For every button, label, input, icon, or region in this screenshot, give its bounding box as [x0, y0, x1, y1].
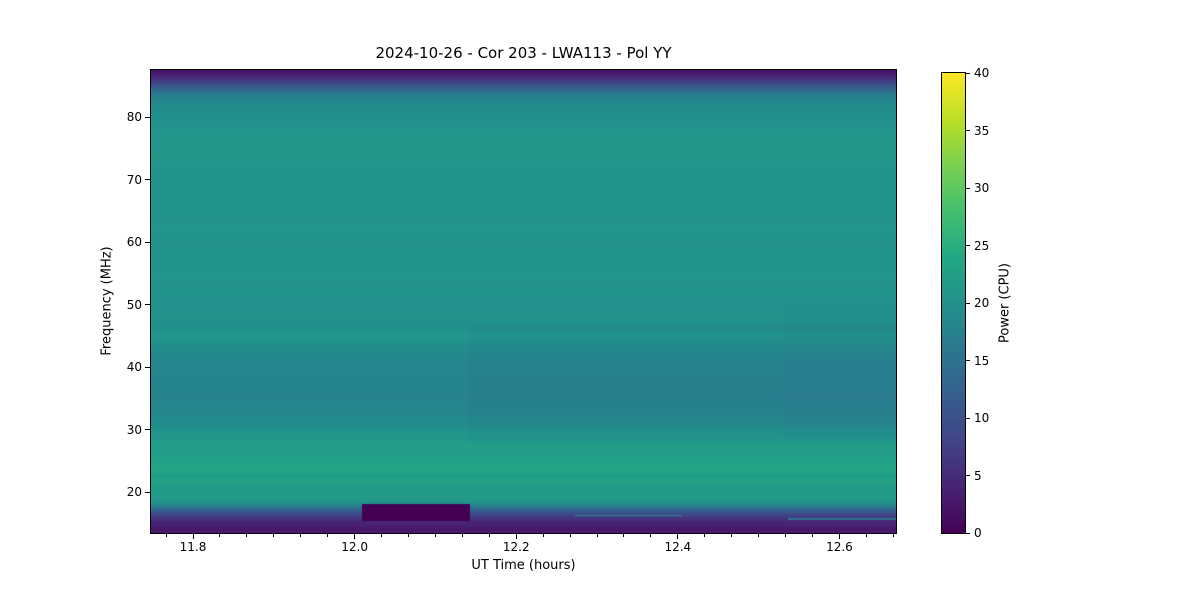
colorbar-tick [966, 417, 970, 419]
x-minor-tick [461, 534, 463, 537]
colorbar [941, 72, 966, 534]
x-minor-tick [892, 534, 894, 537]
colorbar-label: Power (CPU) [997, 262, 1013, 344]
x-minor-tick [219, 534, 221, 537]
x-minor-tick [407, 534, 409, 537]
x-minor-tick [758, 534, 760, 537]
colorbar-tick [966, 360, 970, 361]
colorbar-tick-label: 15 [974, 353, 990, 368]
y-tick-label: 20 [126, 485, 142, 499]
x-tick-label: 12.0 [341, 540, 368, 554]
colorbar-tick-label: 0 [974, 526, 982, 540]
y-tick-label: 70 [126, 172, 142, 187]
y-tick-label: 80 [126, 110, 142, 124]
x-tick-label: 12.4 [664, 540, 692, 554]
x-minor-tick [785, 534, 787, 537]
colorbar-tick-label: 40 [974, 66, 990, 80]
x-minor-tick [300, 534, 302, 537]
x-axis-label: UT Time (hours) [471, 558, 576, 573]
colorbar-tick-label: 30 [974, 181, 990, 195]
x-minor-tick [434, 534, 436, 537]
x-minor-tick [327, 534, 329, 537]
x-minor-tick [596, 534, 598, 537]
x-major-tick [838, 534, 840, 539]
x-minor-tick [165, 534, 167, 537]
x-minor-tick [704, 534, 706, 537]
x-minor-tick [273, 534, 275, 537]
colorbar-tick [966, 245, 970, 246]
x-minor-tick [542, 534, 544, 537]
x-major-tick [192, 534, 194, 539]
chart-title: 2024-10-26 - Cor 203 - LWA113 - Pol YY [375, 44, 672, 62]
colorbar-tick-label: 5 [974, 468, 982, 483]
x-minor-tick [381, 534, 383, 537]
x-minor-tick [650, 534, 652, 537]
y-tick-label: 30 [126, 422, 142, 437]
x-minor-tick [623, 534, 625, 537]
colorbar-tick [966, 475, 970, 476]
colorbar-tick-label: 10 [974, 411, 990, 425]
colorbar-tick-label: 25 [974, 238, 990, 253]
x-tick-label: 11.8 [179, 540, 207, 554]
colorbar-tick-label: 20 [974, 296, 990, 310]
plot-area [150, 69, 897, 534]
x-minor-tick [731, 534, 733, 537]
x-major-tick [354, 534, 356, 539]
colorbar-tick [966, 532, 970, 534]
x-minor-tick [569, 534, 571, 537]
x-minor-tick [811, 534, 813, 537]
colorbar-tick-label: 35 [974, 123, 990, 138]
x-minor-tick [488, 534, 490, 537]
y-axis-label: Frequency (MHz) [99, 246, 115, 356]
x-minor-tick [246, 534, 248, 537]
spectrogram-canvas [151, 70, 896, 533]
y-tick-label: 50 [126, 297, 142, 312]
y-tick-label: 40 [126, 360, 142, 374]
y-tick-label: 60 [126, 235, 142, 249]
colorbar-tick [966, 130, 970, 131]
x-tick-label: 12.6 [826, 540, 853, 554]
x-tick-label: 12.2 [502, 540, 530, 554]
x-major-tick [677, 534, 679, 539]
x-minor-tick [865, 534, 867, 537]
colorbar-canvas [942, 73, 965, 533]
x-major-tick [515, 534, 517, 539]
colorbar-tick [966, 72, 970, 74]
colorbar-tick [966, 302, 970, 304]
colorbar-tick [966, 187, 970, 189]
